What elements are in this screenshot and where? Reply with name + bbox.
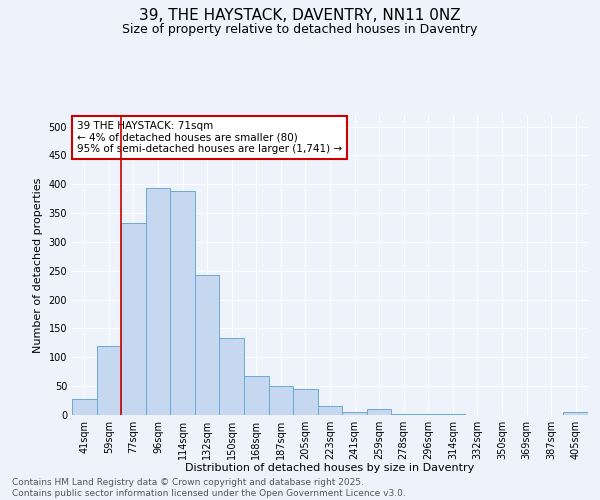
Bar <box>121 224 146 415</box>
Bar <box>146 188 170 415</box>
Bar <box>318 406 342 415</box>
Bar <box>195 275 220 415</box>
Bar <box>391 414 416 415</box>
Text: Contains HM Land Registry data © Crown copyright and database right 2025.
Contai: Contains HM Land Registry data © Crown c… <box>12 478 406 498</box>
Bar <box>367 408 391 415</box>
Bar <box>416 414 440 415</box>
Bar <box>563 412 588 415</box>
Bar <box>72 400 97 415</box>
Bar <box>440 414 465 415</box>
Text: 39 THE HAYSTACK: 71sqm
← 4% of detached houses are smaller (80)
95% of semi-deta: 39 THE HAYSTACK: 71sqm ← 4% of detached … <box>77 121 342 154</box>
Y-axis label: Number of detached properties: Number of detached properties <box>33 178 43 352</box>
X-axis label: Distribution of detached houses by size in Daventry: Distribution of detached houses by size … <box>185 464 475 473</box>
Bar <box>244 376 269 415</box>
Bar <box>220 338 244 415</box>
Bar <box>293 389 318 415</box>
Text: Size of property relative to detached houses in Daventry: Size of property relative to detached ho… <box>122 22 478 36</box>
Bar <box>342 412 367 415</box>
Bar <box>170 191 195 415</box>
Bar <box>97 346 121 415</box>
Text: 39, THE HAYSTACK, DAVENTRY, NN11 0NZ: 39, THE HAYSTACK, DAVENTRY, NN11 0NZ <box>139 8 461 22</box>
Bar <box>269 386 293 415</box>
